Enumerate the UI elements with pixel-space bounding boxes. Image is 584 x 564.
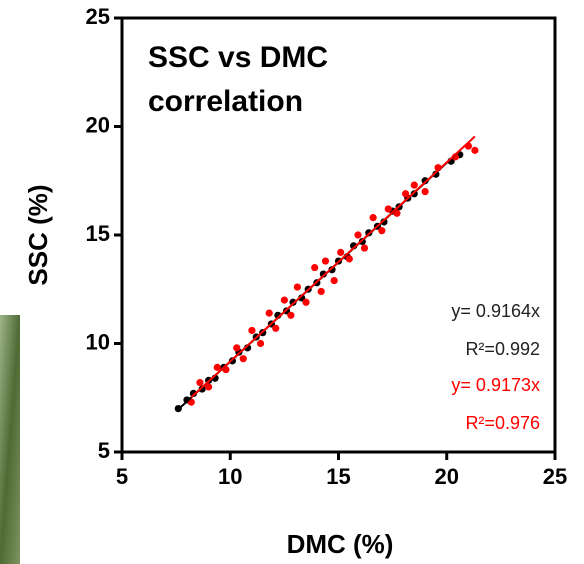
- data-point: [302, 298, 310, 306]
- data-point: [205, 383, 213, 391]
- fit-equation: y= 0.9164x: [451, 301, 540, 321]
- data-point: [421, 177, 429, 185]
- data-point: [378, 227, 386, 235]
- data-point: [321, 257, 330, 265]
- x-tick-label: 20: [435, 464, 459, 489]
- chart-title: SSC vs DMC correlation: [148, 41, 329, 118]
- y-tick-label: 25: [86, 4, 110, 29]
- data-point: [410, 181, 418, 189]
- y-axis-label: SSC (%): [23, 184, 53, 285]
- plot-frame: [120, 16, 557, 454]
- y-tick-label: 15: [86, 221, 110, 246]
- background-photo: [0, 315, 20, 564]
- x-tick-label: 25: [543, 464, 567, 489]
- data-point: [265, 309, 273, 317]
- y-tick-label: 5: [98, 438, 110, 463]
- data-point: [287, 311, 295, 319]
- x-tick-label: 5: [116, 464, 128, 489]
- data-point: [345, 255, 353, 263]
- y-tick-label: 20: [86, 112, 110, 137]
- data-point: [317, 287, 325, 296]
- data-point: [471, 146, 479, 154]
- data-point: [328, 266, 336, 274]
- x-axis-label: DMC (%): [287, 529, 394, 559]
- data-point: [337, 248, 345, 256]
- data-point: [421, 188, 429, 196]
- data-point: [198, 385, 206, 393]
- data-point: [280, 296, 288, 304]
- data-point: [360, 244, 369, 252]
- data-point: [319, 270, 327, 278]
- r-squared: R²=0.992: [465, 339, 540, 359]
- data-point: [369, 214, 377, 222]
- data-point: [233, 344, 241, 352]
- data-point: [189, 389, 198, 398]
- x-tick-label: 10: [218, 464, 242, 489]
- data-point: [293, 283, 301, 291]
- data-point: [384, 205, 392, 213]
- data-point: [432, 170, 440, 178]
- data-point: [311, 263, 319, 272]
- x-tick-label: 15: [326, 464, 350, 489]
- data-point: [402, 190, 410, 198]
- data-point: [380, 218, 388, 226]
- data-point: [213, 363, 221, 371]
- data-point: [196, 378, 204, 387]
- fit-line: [190, 135, 476, 399]
- data-point: [248, 326, 256, 335]
- data-point: [256, 339, 265, 348]
- data-point: [354, 231, 362, 239]
- r-squared: R²=0.976: [465, 413, 540, 433]
- data-point: [330, 276, 338, 285]
- data-point: [239, 355, 247, 363]
- data-point: [272, 324, 280, 332]
- y-tick-label: 10: [86, 329, 110, 354]
- fit-equation: y= 0.9173x: [451, 375, 540, 395]
